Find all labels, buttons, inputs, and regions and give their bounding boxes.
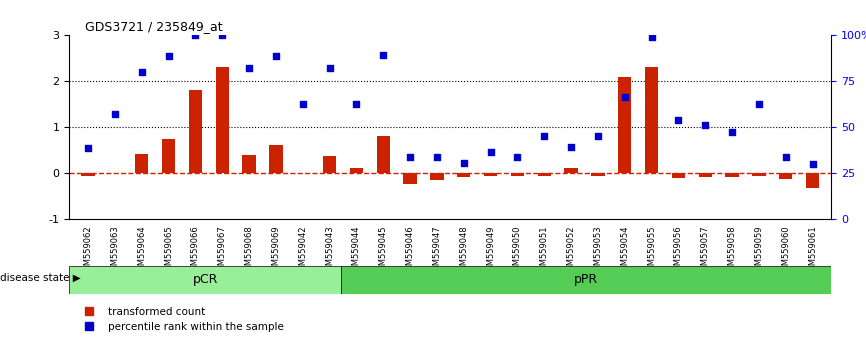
Point — [779, 154, 792, 160]
Point — [135, 69, 149, 75]
Point — [430, 154, 444, 160]
Point — [752, 101, 766, 106]
Bar — [726, 173, 739, 177]
Bar — [591, 173, 604, 176]
Point — [242, 65, 256, 70]
Bar — [457, 173, 470, 177]
Bar — [216, 67, 229, 173]
Point — [483, 149, 497, 155]
Bar — [753, 173, 766, 176]
Point — [456, 160, 470, 166]
Bar — [242, 155, 255, 173]
Legend: transformed count, percentile rank within the sample: transformed count, percentile rank withi… — [74, 303, 288, 336]
Bar — [672, 173, 685, 178]
Point — [404, 154, 417, 160]
Point — [189, 33, 203, 38]
Point — [805, 161, 819, 167]
Text: GDS3721 / 235849_at: GDS3721 / 235849_at — [85, 20, 223, 33]
Point — [698, 122, 712, 128]
Bar — [565, 168, 578, 173]
Point — [162, 53, 176, 59]
Point — [216, 33, 229, 38]
Bar — [162, 139, 175, 173]
Bar — [779, 173, 792, 179]
Bar — [269, 145, 282, 173]
Text: disease state ▶: disease state ▶ — [0, 273, 81, 283]
Bar — [806, 173, 819, 188]
Point — [537, 133, 551, 138]
Point — [725, 129, 739, 135]
Point — [564, 144, 578, 150]
Point — [671, 117, 685, 122]
Bar — [189, 90, 202, 173]
Bar — [699, 173, 712, 177]
Bar — [81, 173, 94, 176]
Point — [108, 111, 122, 116]
Point — [81, 145, 95, 151]
Bar — [377, 136, 390, 173]
Bar — [323, 156, 336, 173]
FancyBboxPatch shape — [341, 266, 831, 294]
Bar — [538, 173, 551, 176]
Bar — [511, 173, 524, 176]
Point — [617, 94, 631, 99]
FancyBboxPatch shape — [69, 266, 341, 294]
Bar — [484, 173, 497, 176]
Point — [323, 65, 337, 70]
Point — [269, 53, 283, 59]
Point — [644, 34, 658, 40]
Text: pCR: pCR — [192, 273, 218, 286]
Point — [591, 133, 604, 138]
Bar — [430, 173, 443, 180]
Bar — [350, 168, 363, 173]
Bar — [404, 173, 417, 184]
Point — [296, 102, 310, 107]
Text: pPR: pPR — [574, 273, 598, 286]
Bar — [135, 154, 148, 173]
Bar — [645, 67, 658, 173]
Point — [510, 154, 524, 160]
Point — [377, 52, 391, 58]
Point — [350, 101, 364, 106]
Bar — [618, 77, 631, 173]
